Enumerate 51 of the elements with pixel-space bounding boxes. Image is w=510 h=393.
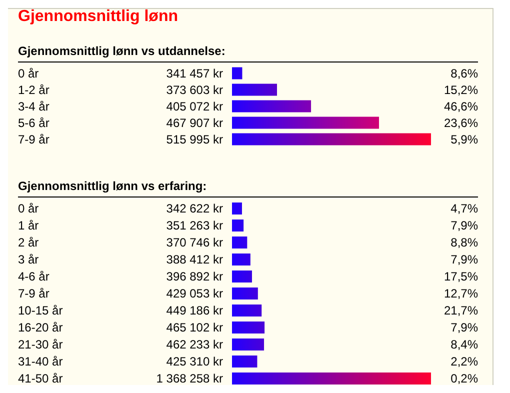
y-tick-label: 10-15 år bbox=[18, 304, 63, 318]
text: 7,9% bbox=[450, 320, 478, 334]
text: 0,2% bbox=[450, 372, 478, 386]
text: 8,4% bbox=[450, 338, 478, 352]
data-label: 370 746 kr bbox=[166, 236, 223, 250]
y-tick-label: 7-9 år bbox=[18, 132, 50, 146]
text: 2,2% bbox=[450, 354, 478, 368]
data-label: 429 053 kr bbox=[166, 286, 223, 300]
y-tick-label: 41-50 år bbox=[18, 372, 63, 386]
data-label: 396 892 kr bbox=[166, 270, 223, 284]
y-tick-label: 21-30 år bbox=[18, 338, 63, 352]
text: Gjennomsnittlig lønn vs erfaring: bbox=[18, 179, 207, 193]
y-tick-label: 5-6 år bbox=[18, 116, 50, 130]
text: 21,7% bbox=[444, 304, 478, 318]
data-label: 449 186 kr bbox=[166, 304, 223, 318]
data-label: 341 457 kr bbox=[166, 66, 223, 80]
y-tick-label: 16-20 år bbox=[18, 320, 63, 334]
y-tick-label: 0 år bbox=[18, 202, 39, 216]
data-label: 342 622 kr bbox=[166, 202, 223, 216]
text: 5,9% bbox=[450, 132, 478, 146]
data-label: 465 102 kr bbox=[166, 320, 223, 334]
y-tick-label: 2 år bbox=[18, 236, 39, 250]
data-label: 351 263 kr bbox=[166, 218, 223, 232]
text: 23,6% bbox=[444, 116, 478, 130]
y-tick-label: 31-40 år bbox=[18, 354, 63, 368]
text: Gjennomsnittlig lønn vs utdannelse: bbox=[18, 44, 226, 58]
data-label: 467 907 kr bbox=[166, 116, 223, 130]
data-label: 1 368 258 kr bbox=[156, 372, 223, 386]
y-tick-label: 3 år bbox=[18, 252, 39, 266]
text: 17,5% bbox=[444, 270, 478, 284]
text: 46,6% bbox=[444, 99, 478, 114]
y-tick-label: 3-4 år bbox=[18, 99, 50, 114]
data-label: 388 412 kr bbox=[166, 252, 223, 266]
data-label: 405 072 kr bbox=[166, 99, 223, 114]
text: 7,9% bbox=[450, 218, 478, 232]
text: Gjennomsnittlig lønn bbox=[18, 8, 178, 25]
y-tick-label: 4-6 år bbox=[18, 270, 50, 284]
data-label: 373 603 kr bbox=[166, 82, 223, 97]
text: 12,7% bbox=[444, 286, 478, 300]
text: 8,8% bbox=[450, 236, 478, 250]
y-tick-label: 7-9 år bbox=[18, 286, 50, 300]
y-tick-label: 0 år bbox=[18, 66, 39, 80]
data-label: 462 233 kr bbox=[166, 338, 223, 352]
y-tick-label: 1 år bbox=[18, 218, 39, 232]
text: 4,7% bbox=[450, 202, 478, 216]
text: 15,2% bbox=[444, 82, 478, 97]
data-label: 515 995 kr bbox=[166, 132, 223, 146]
text: 8,6% bbox=[450, 66, 478, 80]
y-tick-label: 1-2 år bbox=[18, 82, 50, 97]
text: 7,9% bbox=[450, 252, 478, 266]
data-label: 425 310 kr bbox=[166, 354, 223, 368]
